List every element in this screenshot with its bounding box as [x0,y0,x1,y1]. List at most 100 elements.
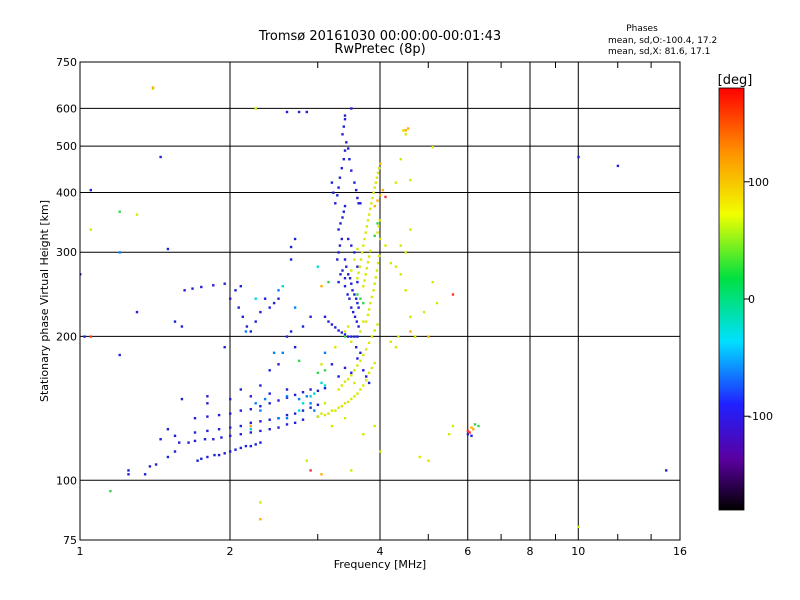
colorbar-tick-label: 100 [748,176,769,189]
data-point [109,489,112,493]
data-point [239,409,242,412]
data-point [365,320,368,323]
data-point [350,340,353,343]
data-point [229,450,232,453]
data-point [355,320,358,323]
data-point [206,395,209,398]
data-point [341,133,344,136]
data-point [350,397,353,401]
data-point [254,402,257,405]
data-point [362,301,365,305]
data-point [364,231,367,234]
data-point [330,181,334,184]
data-point [447,433,451,436]
data-point [409,315,412,318]
x-tick-label: 8 [527,545,534,558]
data-point [305,110,308,114]
data-point [285,395,289,398]
data-point [285,396,289,399]
data-point [362,244,365,247]
data-point [409,330,412,333]
data-point [357,306,360,309]
data-point [178,441,181,444]
data-point [472,428,475,431]
data-point [356,196,359,200]
data-point [212,284,215,287]
x-axis-ticks: 1 2 4 6 8 10 16 [77,62,687,558]
data-point [223,282,226,285]
data-point [127,469,130,472]
colorbar-tick-label: 0 [748,293,755,306]
data-point [259,384,262,387]
data-point [340,331,343,334]
data-point [373,186,376,189]
data-point [379,237,382,241]
data-point [343,335,347,338]
data-point [353,369,356,372]
data-point [203,438,207,441]
data-point [577,155,580,159]
data-point [259,310,262,314]
data-point [289,245,293,249]
chart-subtitle: RwPretec (8p) [334,42,425,57]
data-point [316,389,320,392]
data-point [244,444,248,448]
data-point [362,353,365,357]
data-point [365,379,368,382]
data-point [212,438,215,441]
data-point [359,297,362,300]
data-point [173,320,177,323]
data-point [340,384,343,387]
data-point [353,251,356,254]
data-point [83,335,86,338]
data-point [353,381,356,385]
x-axis-label: Frequency [MHz] [334,558,426,571]
data-point [404,251,407,254]
data-point [343,333,347,336]
data-point [223,452,226,455]
data-point [376,323,379,326]
data-point [342,125,345,128]
data-point [357,325,360,328]
data-point [259,441,262,444]
data-point [384,195,387,199]
data-point [369,207,372,211]
data-point [406,127,410,130]
data-point [285,388,289,391]
data-point [272,301,276,305]
data-point [334,326,337,329]
data-point [353,395,356,398]
data-point [206,455,209,459]
chart-title: Tromsø 20161030 00:00:00-00:01:43 [258,29,501,44]
data-point [339,222,342,225]
y-tick-label: 300 [56,246,77,259]
data-point [350,335,353,338]
data-point [346,293,349,296]
data-point [289,258,293,261]
data-point [404,289,407,292]
data-point [323,387,327,390]
data-point [301,418,305,421]
data-point [379,162,382,165]
data-point [394,265,398,268]
data-point [330,363,334,366]
data-point [309,469,312,472]
data-point [323,402,327,405]
data-point [365,267,368,270]
data-point [277,289,280,292]
data-point [365,375,368,378]
data-point [229,434,232,437]
data-point [343,204,347,208]
data-point [334,409,337,412]
data-point [293,421,297,424]
data-point [297,397,301,401]
data-point [350,374,353,377]
data-point [249,330,252,333]
data-point [254,320,257,323]
data-point [359,359,362,362]
data-point [350,107,353,110]
phase-legend-title: Phases [626,24,658,34]
data-point [313,409,316,412]
data-point [363,279,366,282]
data-point [330,323,334,326]
